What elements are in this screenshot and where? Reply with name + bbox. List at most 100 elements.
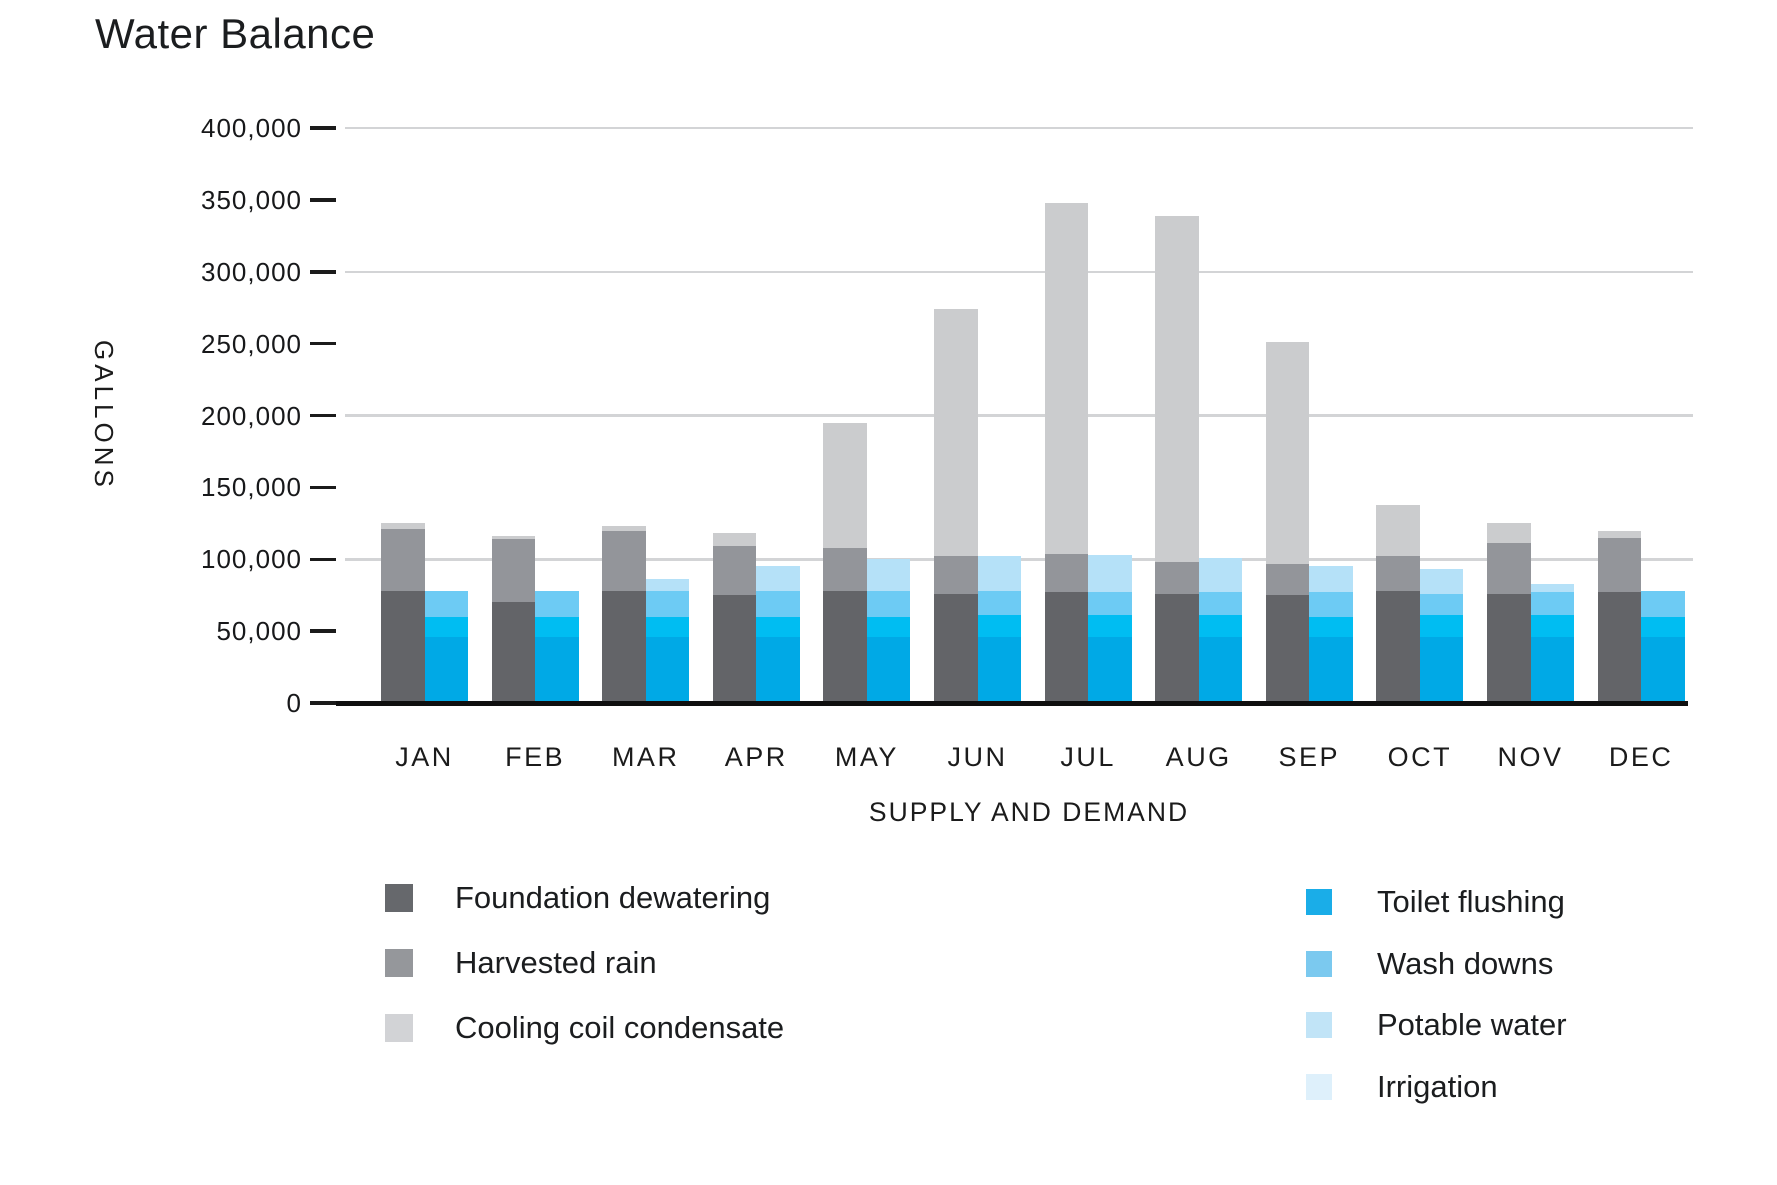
segment-foundation-dewatering	[1376, 590, 1420, 703]
legend-swatch-irrigation	[1306, 1073, 1332, 1100]
demand-bar-jun	[977, 556, 1021, 703]
segment-wash-downs	[977, 615, 1021, 637]
y-tick-mark	[310, 270, 336, 274]
demand-bar-dec	[1641, 590, 1685, 703]
segment-toilet-flushing	[866, 636, 911, 703]
segment-cooling-coil-condensate	[934, 309, 978, 557]
x-tick-label-dec: DEC	[1608, 742, 1674, 772]
segment-toilet-flushing	[1088, 636, 1132, 703]
demand-bar-jul	[1088, 554, 1132, 703]
y-tick-label: 50,000	[216, 616, 302, 647]
segment-irrigation	[1309, 566, 1353, 593]
legend-label: Potable water	[1377, 1007, 1567, 1042]
segment-wash-downs	[866, 616, 911, 637]
segment-potable-water	[1198, 592, 1243, 616]
gridline-400000	[345, 126, 1693, 130]
segment-wash-downs	[645, 616, 690, 637]
segment-potable-water	[866, 590, 911, 617]
segment-wash-downs	[1198, 615, 1243, 637]
segment-harvested-rain	[1155, 562, 1199, 594]
segment-potable-water	[424, 590, 468, 617]
segment-foundation-dewatering	[1487, 593, 1531, 703]
chart-title: Water Balance	[95, 10, 376, 57]
segment-potable-water	[535, 590, 579, 617]
legend-swatch-wash-downs	[1306, 950, 1332, 977]
segment-toilet-flushing	[1309, 636, 1353, 703]
supply-bar-jul	[1044, 202, 1089, 703]
x-tick-label-jan: JAN	[395, 742, 454, 772]
y-tick-label: 0	[286, 688, 302, 718]
segment-harvested-rain	[823, 547, 867, 591]
y-axis-title: GALLONS	[89, 340, 119, 491]
legend-label: Foundation dewatering	[455, 880, 771, 915]
segment-irrigation	[1088, 554, 1132, 593]
supply-bar-aug	[1155, 215, 1199, 703]
segment-foundation-dewatering	[1155, 593, 1199, 703]
segment-wash-downs	[756, 616, 800, 637]
segment-cooling-coil-condensate	[712, 533, 757, 547]
segment-cooling-coil-condensate	[1155, 215, 1199, 563]
segment-irrigation	[1198, 557, 1243, 593]
segment-wash-downs	[1309, 616, 1353, 637]
legend-item-potable-water: Potable water	[1306, 1007, 1567, 1043]
y-tick-label: 200,000	[201, 400, 302, 431]
x-tick-label-jun: JUN	[947, 742, 1008, 772]
segment-harvested-rain	[491, 539, 536, 603]
x-tick-label-apr: APR	[724, 742, 788, 772]
demand-bar-jan	[424, 590, 468, 703]
segment-potable-water	[1641, 590, 1685, 617]
legend-swatch-foundation-dewatering	[385, 884, 413, 912]
legend-item-harvested-rain: Harvested rain	[385, 945, 657, 981]
supply-bar-dec	[1597, 530, 1642, 703]
segment-wash-downs	[535, 616, 579, 637]
demand-bar-feb	[535, 590, 579, 703]
segment-harvested-rain	[1376, 556, 1420, 591]
supply-bar-mar	[602, 526, 646, 703]
gridline-300000	[345, 270, 1693, 273]
y-tick-mark	[310, 413, 336, 418]
segment-wash-downs	[1530, 615, 1574, 637]
legend-label: Toilet flushing	[1377, 884, 1565, 919]
legend-swatch-toilet-flushing	[1306, 889, 1332, 915]
segment-toilet-flushing	[977, 636, 1021, 703]
segment-wash-downs	[424, 616, 468, 637]
y-tick-mark	[310, 341, 336, 346]
segment-foundation-dewatering	[381, 590, 425, 703]
segment-harvested-rain	[712, 546, 757, 596]
segment-toilet-flushing	[756, 636, 800, 703]
supply-bar-oct	[1376, 504, 1420, 703]
gridline-200000	[345, 414, 1693, 417]
x-axis-line	[336, 701, 1688, 706]
demand-bar-mar	[645, 579, 690, 703]
legend-label: Harvested rain	[455, 945, 657, 980]
y-tick-label: 100,000	[201, 544, 302, 575]
legend-swatch-potable-water	[1306, 1012, 1332, 1038]
supply-bar-sep	[1265, 342, 1310, 703]
segment-toilet-flushing	[1198, 636, 1243, 703]
segment-cooling-coil-condensate	[1487, 523, 1531, 544]
segment-wash-downs	[1419, 615, 1464, 637]
y-tick-label: 300,000	[201, 256, 302, 287]
segment-cooling-coil-condensate	[1597, 530, 1642, 538]
x-tick-label-sep: SEP	[1278, 742, 1341, 772]
demand-bar-apr	[756, 566, 800, 703]
demand-bar-oct	[1419, 569, 1464, 703]
segment-toilet-flushing	[1641, 636, 1685, 703]
segment-potable-water	[1530, 592, 1574, 616]
y-tick-label: 150,000	[201, 472, 302, 503]
segment-harvested-rain	[934, 556, 978, 594]
segment-irrigation	[866, 559, 911, 591]
segment-foundation-dewatering	[823, 590, 867, 703]
y-tick-mark	[310, 485, 336, 490]
segment-potable-water	[1309, 592, 1353, 617]
demand-bar-aug	[1198, 557, 1243, 703]
segment-cooling-coil-condensate	[381, 523, 425, 530]
legend-label: Cooling coil condensate	[455, 1010, 785, 1045]
legend-label: Irrigation	[1377, 1068, 1498, 1104]
supply-bar-may	[823, 422, 867, 703]
segment-cooling-coil-condensate	[1265, 342, 1310, 564]
segment-foundation-dewatering	[491, 602, 536, 703]
y-tick-mark	[310, 557, 336, 561]
segment-harvested-rain	[1265, 563, 1310, 596]
segment-cooling-coil-condensate	[823, 422, 867, 548]
